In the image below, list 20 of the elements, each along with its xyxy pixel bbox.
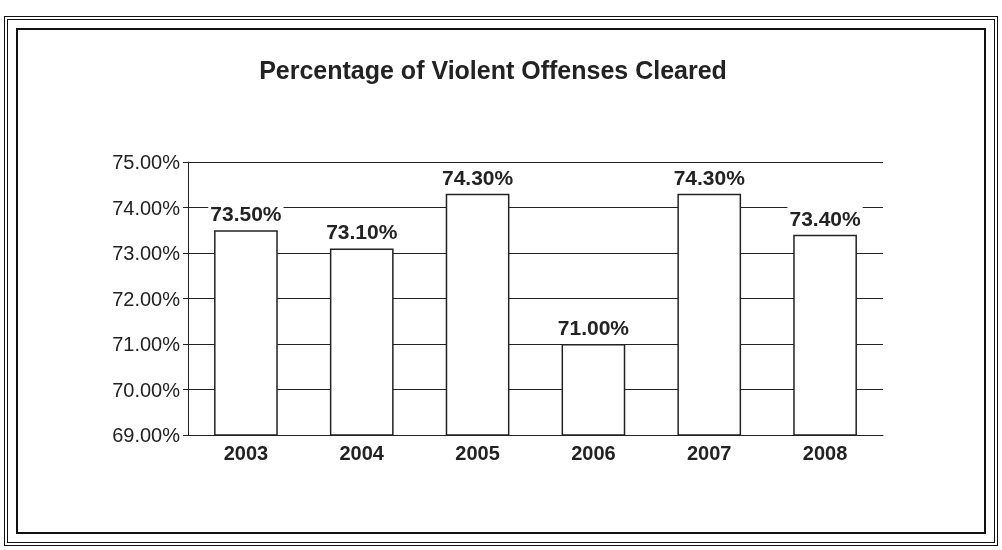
y-tick-label: 73.00%: [112, 242, 181, 264]
data-label: 73.40%: [789, 206, 862, 230]
data-label: 74.30%: [441, 165, 514, 189]
x-tick-label: 2004: [339, 442, 385, 464]
y-tick-label: 72.00%: [112, 287, 181, 310]
y-tick-label: 69.00%: [112, 424, 181, 446]
x-tick-label: 2008: [802, 442, 848, 464]
chart-title: Percentage of Violent Offenses Cleared: [259, 55, 727, 84]
y-tick-label: 74.00%: [112, 196, 181, 219]
data-label: 73.50%: [210, 202, 282, 226]
data-label: 74.30%: [673, 165, 746, 189]
x-tick-label: 2006: [571, 442, 616, 464]
x-tick-label: 2003: [223, 442, 269, 464]
y-tick-label: 71.00%: [112, 333, 181, 355]
x-tick-label: 2007: [687, 442, 732, 464]
x-tick-label: 2005: [455, 442, 500, 464]
data-label: 71.00%: [557, 316, 630, 339]
y-tick-label: 70.00%: [112, 378, 181, 401]
data-label: 73.10%: [326, 220, 398, 244]
y-tick-label: 75.00%: [112, 151, 181, 173]
